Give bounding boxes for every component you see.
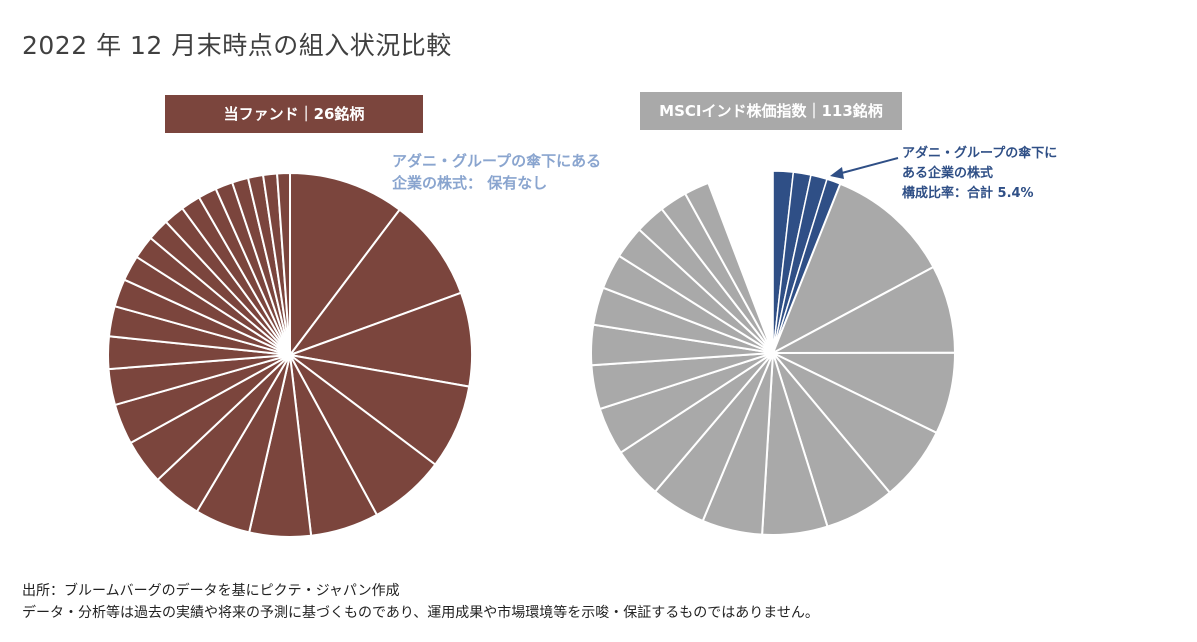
arrow-line <box>837 157 899 175</box>
fund-pie-label: 当ファンド｜26銘柄 <box>165 95 423 133</box>
index-annotation-line-2: ある企業の株式 <box>902 166 994 181</box>
page-title: 2022 年 12 月末時点の組入状況比較 <box>22 31 452 60</box>
disclaimer-note: データ・分析等は過去の実績や将来の予測に基づくものであり、運用成果や市場環境等を… <box>22 605 819 621</box>
index-adani-annotation: アダニ・グループの傘下に ある企業の株式 構成比率：合計 5.4% <box>902 144 1142 204</box>
fund-adani-annotation: アダニ・グループの傘下にある 企業の株式： 保有なし <box>392 150 632 194</box>
fund-pie-chart <box>107 171 473 538</box>
fund-annotation-line-1: アダニ・グループの傘下にある <box>392 152 602 170</box>
fund-annotation-line-2: 企業の株式： 保有なし <box>392 174 548 192</box>
index-annotation-line-1: アダニ・グループの傘下に <box>902 146 1058 161</box>
index-pie-label: MSCIインド株価指数｜113銘柄 <box>640 92 902 130</box>
index-annotation-line-3: 構成比率：合計 5.4% <box>902 186 1034 201</box>
index-pie-slice-5 <box>771 182 935 356</box>
fund-pie-slice-26 <box>276 171 291 356</box>
fund-pie-slice-1 <box>289 171 402 358</box>
fund-pie-slice-3 <box>286 291 473 388</box>
source-note: 出所：ブルームバーグのデータを基にピクテ・ジャパン作成 <box>22 583 400 599</box>
index-pie-chart <box>590 170 957 536</box>
index-pie-slice-113 <box>771 170 774 354</box>
arrow-head <box>830 167 844 179</box>
fund-pie-slice-2 <box>287 208 463 358</box>
annotation-arrow <box>830 157 899 179</box>
